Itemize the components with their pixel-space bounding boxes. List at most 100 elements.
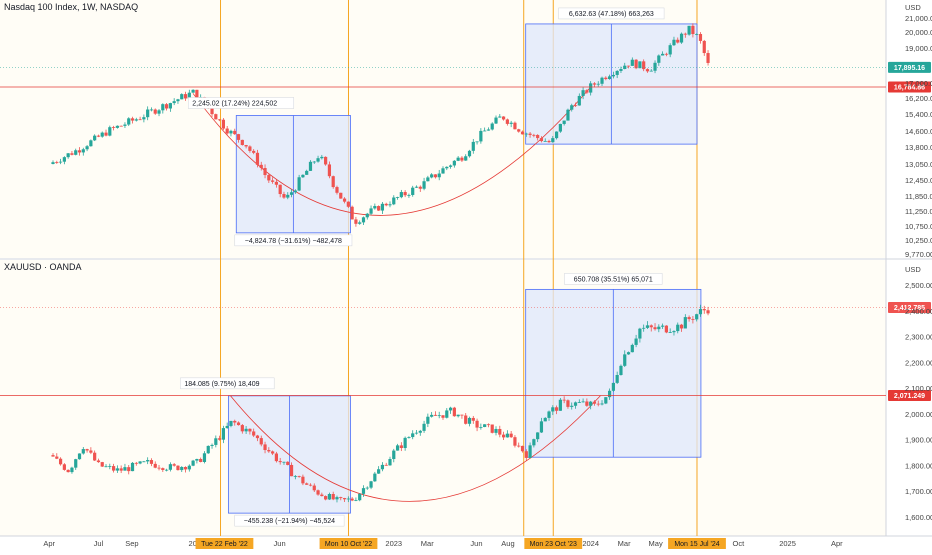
nq-candle-body [607, 76, 612, 80]
gold-y-tick-label: 1,800.000 [905, 461, 932, 470]
gold-candle-body [96, 460, 101, 463]
gold-y-tick-label: 2,300.000 [905, 333, 932, 342]
nq-candle-body [229, 130, 233, 134]
nq-candle-body [271, 180, 275, 182]
gold-candle-body [638, 328, 642, 339]
nq-candle-body [62, 157, 66, 162]
nq-candle-body [573, 105, 578, 107]
nq-candle-body [93, 135, 97, 141]
nq-candle-body [570, 105, 574, 110]
gold-candle-body [573, 402, 578, 406]
gold-candle-body [58, 458, 63, 465]
gold-candle-body [354, 500, 358, 502]
nq-candle-body [517, 129, 521, 132]
nq-candle-body [411, 187, 415, 195]
gold-candle-body [255, 435, 260, 439]
nq-currency: USD [905, 3, 921, 12]
nq-candle-body [467, 150, 472, 157]
nq-candle-body [183, 94, 188, 99]
gold-candle-body [271, 451, 275, 454]
nq-candle-body [146, 109, 150, 118]
gold-candle-body [134, 462, 138, 464]
gold-candle-body [589, 401, 593, 406]
nq-candle-body [600, 77, 604, 84]
nq-last-price-label: 17,895.16 [894, 65, 925, 72]
gold-candle-body [365, 487, 369, 489]
gold-candle-body [221, 428, 225, 440]
gold-candle-body [649, 325, 653, 328]
nq-candle-body [297, 177, 301, 191]
gold-candle-body [536, 432, 540, 440]
nq-candle-body [619, 68, 623, 71]
nq-candle-body [668, 45, 672, 55]
x-tick-label: 2023 [385, 539, 402, 548]
gold-candle-body [581, 401, 585, 403]
nq-candle-body [414, 186, 419, 188]
gold-candle-body [218, 438, 222, 440]
gold-candle-body [123, 467, 127, 471]
gold-candle-body [570, 405, 574, 407]
gold-measure-label: −455.238 (−21.94%) −45,524 [244, 518, 335, 525]
gold-candle-body [240, 425, 244, 432]
gold-measure-label-bg [234, 514, 345, 527]
nq-candle-body [180, 94, 184, 100]
x-tick-label: Mar [421, 539, 434, 548]
gold-candle-body [248, 428, 252, 432]
gold-candle-body [691, 319, 695, 320]
gold-candle-body [380, 464, 385, 470]
gold-candle-body [233, 420, 237, 423]
gold-candle-body [392, 450, 396, 460]
nq-cup-curve [192, 86, 591, 216]
x-tick-label: Apr [43, 539, 55, 548]
gold-measure-label: 650.708 (35.51%) 65,071 [574, 276, 653, 283]
gold-y-tick-label: 1,600.000 [905, 513, 932, 522]
nq-candle-body [142, 117, 146, 120]
nq-candle-body [448, 165, 453, 167]
nq-candle-body [395, 197, 400, 198]
gold-candle-body [517, 445, 521, 447]
nq-candle-body [657, 55, 661, 63]
nq-candle-body [505, 119, 509, 124]
gold-candle-body [93, 452, 97, 461]
gold-candle-body [577, 402, 581, 403]
gold-candle-body [297, 475, 301, 477]
gold-candle-body [157, 467, 161, 469]
gold-candle-body [100, 462, 104, 467]
gold-candle-body [146, 460, 150, 462]
nq-y-tick-label: 10,750.00 [905, 222, 932, 231]
gold-candle-body [305, 483, 309, 485]
nq-title: Nasdaq 100 Index, 1W, NASDAQ [4, 2, 138, 12]
x-tick-label: Jul [94, 539, 104, 548]
nq-candle-body [464, 156, 468, 161]
nq-candle-body [498, 116, 502, 118]
gold-candle-body [615, 374, 619, 383]
gold-candle-body [153, 463, 157, 468]
gold-candle-body [464, 415, 468, 424]
gold-candle-body [483, 424, 487, 428]
gold-candle-body [475, 420, 479, 428]
gold-candle-body [312, 485, 316, 491]
gold-candle-body [441, 415, 445, 418]
nq-candle-body [316, 158, 320, 162]
nq-candle-body [282, 194, 286, 198]
gold-candle-body [324, 496, 328, 500]
gold-candle-body [142, 461, 146, 463]
nq-candle-body [346, 201, 350, 207]
gold-candle-body [547, 411, 551, 418]
nq-candle-body [100, 132, 104, 137]
nq-candle-body [626, 65, 631, 67]
gold-candle-body [645, 325, 650, 328]
gold-candle-body [467, 417, 472, 424]
nq-candle-body [176, 99, 180, 102]
nq-candle-body [168, 103, 172, 109]
gold-candle-body [259, 438, 263, 445]
gold-candle-body [437, 415, 441, 417]
x-tick-label: Oct [732, 539, 745, 548]
x-tick-label: Aug [501, 539, 514, 548]
gold-last-price-badge [888, 301, 931, 313]
nq-candle-body [501, 116, 506, 120]
gold-candle-body [210, 444, 214, 446]
nq-candle-body [566, 109, 570, 121]
nq-candle-body [676, 39, 680, 43]
gold-candle-body [274, 453, 279, 462]
